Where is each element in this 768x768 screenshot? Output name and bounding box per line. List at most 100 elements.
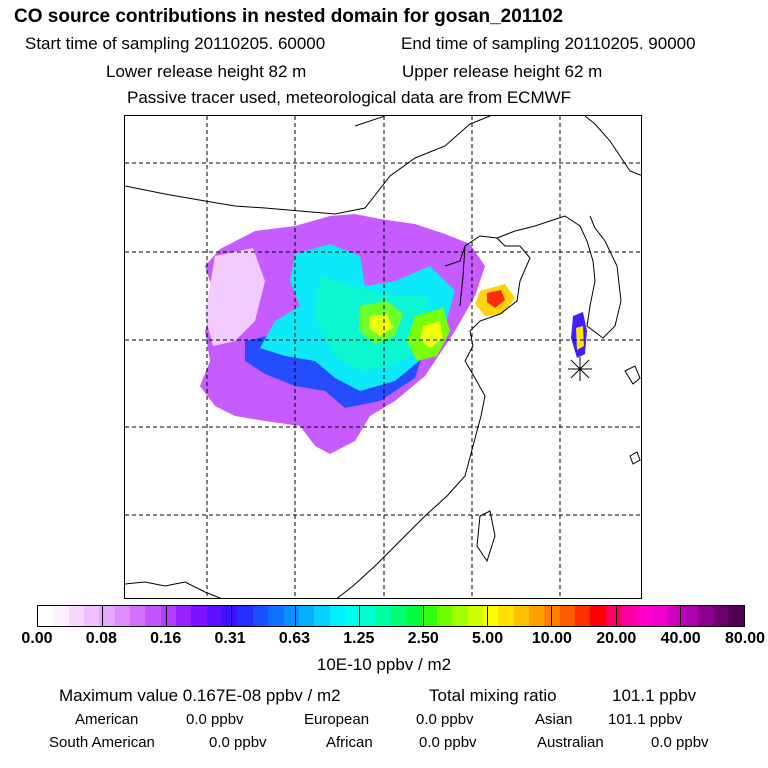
colorbar-divider <box>166 606 168 626</box>
colorbar-segment <box>222 606 238 626</box>
plume-yellow-patch-a <box>369 314 393 336</box>
colorbar-segment <box>84 606 100 626</box>
colorbar-segment <box>482 606 499 626</box>
colorbar-divider <box>551 606 553 626</box>
region-label: Asian <box>535 711 573 728</box>
receptor-star-icon <box>568 357 592 381</box>
colorbar-segment <box>513 606 529 626</box>
colorbar-segment <box>421 606 437 626</box>
region-label: American <box>75 711 139 728</box>
region-value: 0.0 ppbv <box>209 734 267 751</box>
colorbar-segment <box>621 606 637 626</box>
coastlines <box>125 116 641 598</box>
colorbar-divider <box>615 606 617 626</box>
colorbar-segment <box>283 606 299 626</box>
colorbar-segment <box>114 606 131 626</box>
region-label: European <box>304 711 370 728</box>
region-label: African <box>326 734 373 751</box>
total-mixing-label: Total mixing ratio <box>429 686 557 705</box>
colorbar-segment <box>575 606 591 626</box>
colorbar-segment <box>68 606 85 626</box>
colorbar-segment <box>682 606 698 626</box>
plume-jeju-inner <box>576 326 584 350</box>
colorbar-segment <box>498 606 514 626</box>
lower-release-height: Lower release height 82 m <box>106 62 307 81</box>
colorbar-segment <box>728 606 744 626</box>
colorbar-segment <box>605 606 622 626</box>
colorbar-divider <box>294 606 296 626</box>
region-value: 0.0 ppbv <box>416 711 474 728</box>
colorbar-tick-label: 2.50 <box>407 630 439 647</box>
map-canvas <box>125 116 641 598</box>
region-value: 101.1 ppbv <box>608 711 683 728</box>
colorbar-segment <box>206 606 223 626</box>
colorbar-segment <box>452 606 468 626</box>
colorbar-segment <box>390 606 407 626</box>
colorbar-tick-label: 0.00 <box>21 630 53 647</box>
colorbar-segment <box>697 606 714 626</box>
colorbar-segment <box>344 606 361 626</box>
colorbar-segment <box>375 606 391 626</box>
colorbar-segment <box>130 606 146 626</box>
colorbar-segment <box>145 606 161 626</box>
region-label: South American <box>49 734 155 751</box>
colorbar-tick-label: 10.00 <box>531 630 572 647</box>
colorbar-segment <box>406 606 422 626</box>
graticule <box>125 116 641 598</box>
plume-pale-left <box>205 248 265 346</box>
colorbar-tick-label: 5.00 <box>471 630 504 647</box>
colorbar-divider <box>487 606 489 626</box>
colorbar-segment <box>252 606 269 626</box>
total-mixing-value: 101.1 ppbv <box>612 686 697 705</box>
colorbar-divider <box>102 606 104 626</box>
region-value: 0.0 ppbv <box>186 711 244 728</box>
maximum-value: Maximum value 0.167E-08 ppbv / m2 <box>59 686 341 705</box>
plume-yellow-patch-b <box>420 321 443 348</box>
colorbar-segment <box>191 606 207 626</box>
colorbar-segment <box>467 606 483 626</box>
colorbar-tick-label: 1.25 <box>343 630 375 647</box>
colorbar-segment <box>298 606 315 626</box>
colorbar-divider <box>230 606 232 626</box>
colorbar <box>37 605 745 627</box>
colorbar-tick-label: 80.00 <box>724 630 766 647</box>
region-label: Australian <box>537 734 604 751</box>
colorbar-divider <box>679 606 681 626</box>
colorbar-segment <box>314 606 330 626</box>
colorbar-segment <box>436 606 453 626</box>
colorbar-segment <box>237 606 253 626</box>
colorbar-tick-label: 0.63 <box>278 630 311 647</box>
colorbar-segment <box>99 606 115 626</box>
colorbar-divider <box>423 606 425 626</box>
concentration-field <box>200 214 587 454</box>
colorbar-segment <box>559 606 576 626</box>
colorbar-segment <box>176 606 192 626</box>
region-value: 0.0 ppbv <box>651 734 709 751</box>
map-title: CO source contributions in nested domain… <box>14 6 564 27</box>
colorbar-segment <box>160 606 177 626</box>
start-time: Start time of sampling 20110205. 60000 <box>25 34 326 53</box>
colorbar-tick-label: 0.16 <box>150 630 182 647</box>
colorbar-tick-label: 40.00 <box>660 630 701 647</box>
colorbar-segment <box>38 606 54 626</box>
colorbar-segment <box>53 606 69 626</box>
colorbar-segment <box>268 606 284 626</box>
upper-release-height: Upper release height 62 m <box>402 62 603 81</box>
colorbar-segment <box>651 606 668 626</box>
colorbar-divider <box>358 606 360 626</box>
colorbar-tick-label: 0.08 <box>85 630 117 647</box>
colorbar-tick-label: 0.31 <box>214 630 246 647</box>
colorbar-tick-label: 20.00 <box>596 630 637 647</box>
colorbar-segment <box>329 606 345 626</box>
map-panel <box>124 115 642 599</box>
region-value: 0.0 ppbv <box>419 734 477 751</box>
colorbar-segment <box>529 606 545 626</box>
end-time: End time of sampling 20110205. 90000 <box>401 34 696 53</box>
colorbar-unit: 10E-10 ppbv / m2 <box>316 655 452 674</box>
plume-shandong-red <box>487 290 505 308</box>
colorbar-segment <box>590 606 606 626</box>
colorbar-segment <box>667 606 683 626</box>
colorbar-segment <box>713 606 729 626</box>
colorbar-segment <box>360 606 376 626</box>
colorbar-segment <box>636 606 652 626</box>
